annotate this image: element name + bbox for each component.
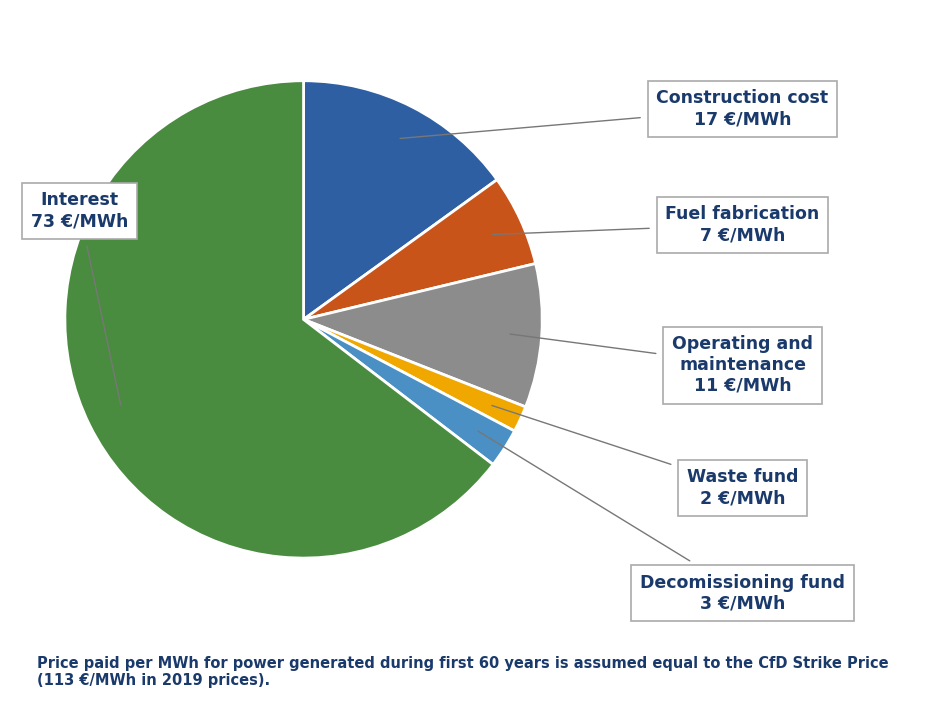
- Text: Fuel fabrication
7 €/MWh: Fuel fabrication 7 €/MWh: [492, 205, 820, 244]
- Wedge shape: [304, 319, 526, 431]
- Text: Decomissioning fund
3 €/MWh: Decomissioning fund 3 €/MWh: [478, 431, 845, 613]
- Wedge shape: [304, 263, 543, 407]
- Wedge shape: [304, 319, 515, 465]
- Wedge shape: [64, 81, 493, 558]
- Text: Waste fund
2 €/MWh: Waste fund 2 €/MWh: [492, 406, 799, 508]
- Text: Price paid per MWh for power generated during first 60 years is assumed equal to: Price paid per MWh for power generated d…: [37, 656, 889, 688]
- Wedge shape: [304, 81, 497, 319]
- Text: Interest
73 €/MWh: Interest 73 €/MWh: [31, 191, 128, 405]
- Wedge shape: [304, 180, 535, 319]
- Text: Construction cost
17 €/MWh: Construction cost 17 €/MWh: [400, 89, 828, 138]
- Text: Operating and
maintenance
11 €/MWh: Operating and maintenance 11 €/MWh: [510, 334, 813, 395]
